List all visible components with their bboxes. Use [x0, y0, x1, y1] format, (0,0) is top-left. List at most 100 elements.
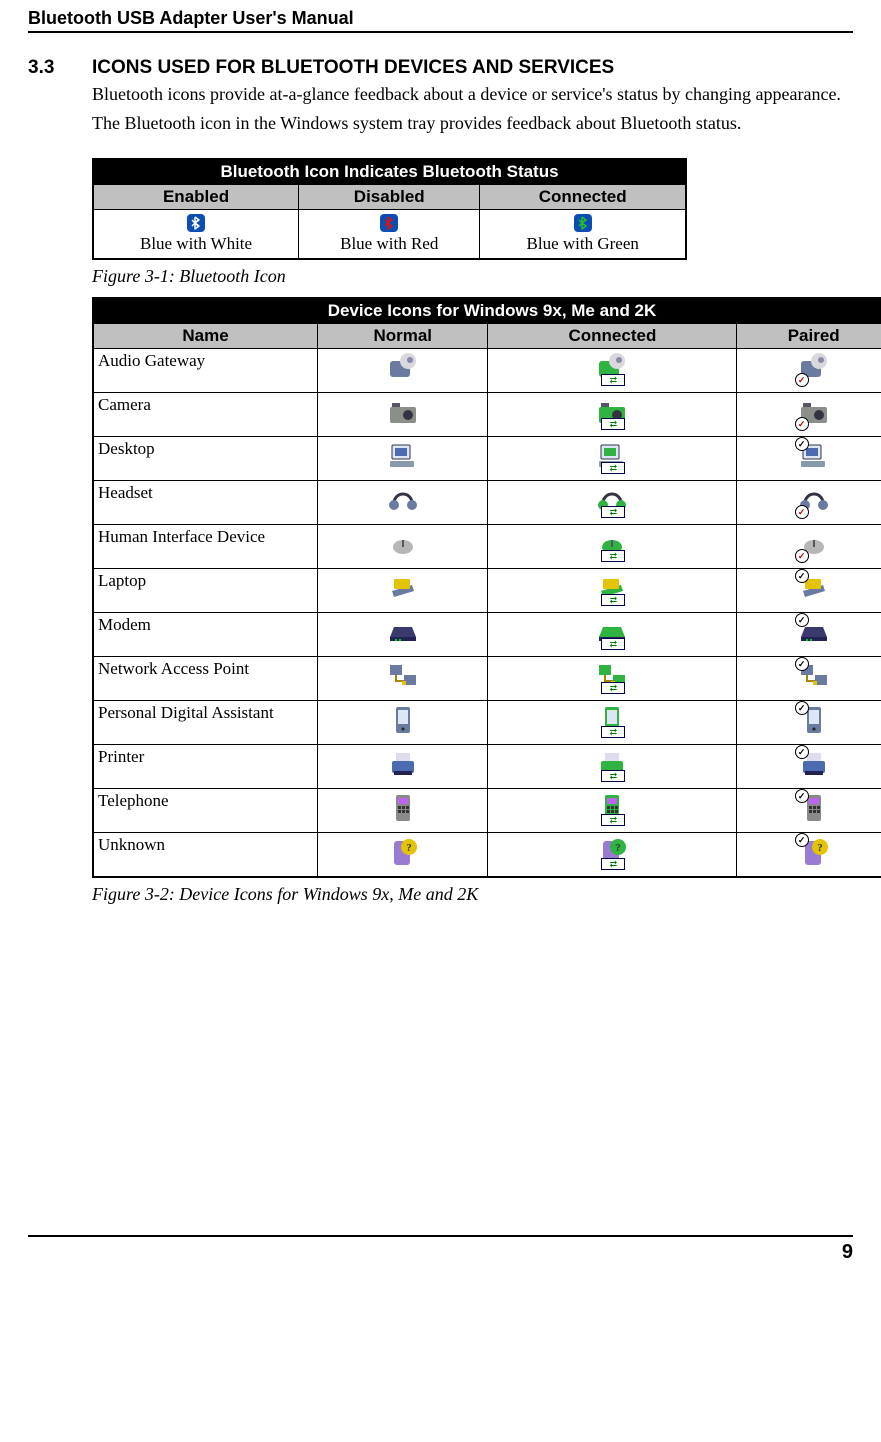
- bt-col-connected: Connected: [480, 185, 686, 210]
- printer-icon: ✓: [797, 747, 831, 781]
- table-row: Human Interface Device✓: [93, 525, 881, 569]
- paired-badge-icon: ✓: [795, 789, 809, 803]
- bt-status-cell: Blue with Green: [480, 210, 686, 260]
- paired-badge-icon: ✓: [795, 613, 809, 627]
- bt-status-label: Blue with White: [140, 234, 252, 253]
- desktop-icon: [595, 439, 629, 473]
- device-icons-title: Device Icons for Windows 9x, Me and 2K: [93, 298, 881, 324]
- figure-3-2-caption: Figure 3-2: Device Icons for Windows 9x,…: [92, 884, 881, 905]
- paired-badge-icon: ✓: [795, 745, 809, 759]
- audio-icon: [386, 351, 420, 385]
- laptop-icon: [386, 571, 420, 605]
- hid-icon: [595, 527, 629, 561]
- device-connected-icon: [488, 789, 737, 833]
- section-paragraph-2: The Bluetooth icon in the Windows system…: [92, 112, 881, 135]
- bt-col-disabled: Disabled: [299, 185, 480, 210]
- device-name-cell: Camera: [93, 393, 318, 437]
- printer-icon: [386, 747, 420, 781]
- svg-text:?: ?: [616, 842, 622, 854]
- device-connected-icon: [488, 349, 737, 393]
- device-icons-header-row: Name Normal Connected Paired: [93, 324, 881, 349]
- hid-icon: ✓: [797, 527, 831, 561]
- device-connected-icon: [488, 393, 737, 437]
- hid-icon: [386, 527, 420, 561]
- table-row: Laptop✓: [93, 569, 881, 613]
- device-connected-icon: [488, 745, 737, 789]
- di-col-paired: Paired: [737, 324, 881, 349]
- connected-arrows-icon: [601, 814, 625, 826]
- svg-text:?: ?: [817, 842, 823, 854]
- device-normal-icon: [318, 393, 488, 437]
- table-row: Camera ✓: [93, 393, 881, 437]
- table-row: Desktop ✓: [93, 437, 881, 481]
- phone-icon: [595, 791, 629, 825]
- table-row: Telephone ✓: [93, 789, 881, 833]
- table-row: Printer ✓: [93, 745, 881, 789]
- table-row: Personal Digital Assistant✓: [93, 701, 881, 745]
- table-row: Unknown???✓: [93, 833, 881, 878]
- device-connected-icon: [488, 481, 737, 525]
- connected-arrows-icon: [601, 638, 625, 650]
- device-normal-icon: ?: [318, 833, 488, 878]
- device-name-cell: Unknown: [93, 833, 318, 878]
- connected-arrows-icon: [601, 506, 625, 518]
- headset-icon: ✓: [797, 483, 831, 517]
- device-normal-icon: [318, 701, 488, 745]
- device-name-cell: Telephone: [93, 789, 318, 833]
- device-connected-icon: [488, 657, 737, 701]
- camera-icon: ✓: [797, 395, 831, 429]
- device-connected-icon: ?: [488, 833, 737, 878]
- bt-status-row: Blue with White Blue with Red Blue with Gr…: [93, 210, 686, 260]
- page-header-text: Bluetooth USB Adapter User's Manual: [28, 8, 354, 28]
- bt-status-header-row: Enabled Disabled Connected: [93, 185, 686, 210]
- connected-arrows-icon: [601, 462, 625, 474]
- device-paired-icon: ✓: [737, 789, 881, 833]
- unknown-icon: ?: [386, 835, 420, 869]
- pda-icon: ✓: [797, 703, 831, 737]
- bt-status-cell: Blue with White: [93, 210, 299, 260]
- modem-icon: ✓: [797, 615, 831, 649]
- device-name-cell: Desktop: [93, 437, 318, 481]
- camera-icon: [386, 395, 420, 429]
- connected-arrows-icon: [601, 374, 625, 386]
- device-normal-icon: [318, 613, 488, 657]
- unknown-icon: ?✓: [797, 835, 831, 869]
- paired-badge-icon: ✓: [795, 505, 809, 519]
- device-connected-icon: [488, 525, 737, 569]
- device-paired-icon: ✓: [737, 525, 881, 569]
- bt-status-label: Blue with Green: [527, 234, 639, 253]
- di-col-normal: Normal: [318, 324, 488, 349]
- device-paired-icon: ✓: [737, 613, 881, 657]
- page-number: 9: [842, 1241, 853, 1263]
- audio-icon: ✓: [797, 351, 831, 385]
- connected-arrows-icon: [601, 418, 625, 430]
- paired-badge-icon: ✓: [795, 657, 809, 671]
- section-title: ICONS USED FOR BLUETOOTH DEVICES AND SER…: [92, 57, 881, 79]
- svg-text:?: ?: [406, 842, 412, 854]
- device-name-cell: Modem: [93, 613, 318, 657]
- table-bt-status: Bluetooth Icon Indicates Bluetooth Statu…: [92, 158, 687, 260]
- bluetooth-icon: [380, 214, 398, 232]
- paired-badge-icon: ✓: [795, 833, 809, 847]
- device-paired-icon: ✓: [737, 437, 881, 481]
- table-row: Modem ✓: [93, 613, 881, 657]
- device-paired-icon: ✓: [737, 481, 881, 525]
- unknown-icon: ?: [595, 835, 629, 869]
- device-name-cell: Network Access Point: [93, 657, 318, 701]
- device-paired-icon: ✓: [737, 745, 881, 789]
- bt-status-title: Bluetooth Icon Indicates Bluetooth Statu…: [93, 159, 686, 185]
- device-name-cell: Printer: [93, 745, 318, 789]
- device-connected-icon: [488, 437, 737, 481]
- device-normal-icon: [318, 657, 488, 701]
- page-header: Bluetooth USB Adapter User's Manual: [28, 0, 853, 33]
- bt-status-cell: Blue with Red: [299, 210, 480, 260]
- device-normal-icon: [318, 745, 488, 789]
- connected-arrows-icon: [601, 682, 625, 694]
- bt-col-enabled: Enabled: [93, 185, 299, 210]
- connected-arrows-icon: [601, 770, 625, 782]
- connected-arrows-icon: [601, 858, 625, 870]
- headset-icon: [595, 483, 629, 517]
- paired-badge-icon: ✓: [795, 549, 809, 563]
- device-paired-icon: ✓: [737, 657, 881, 701]
- device-paired-icon: ✓: [737, 349, 881, 393]
